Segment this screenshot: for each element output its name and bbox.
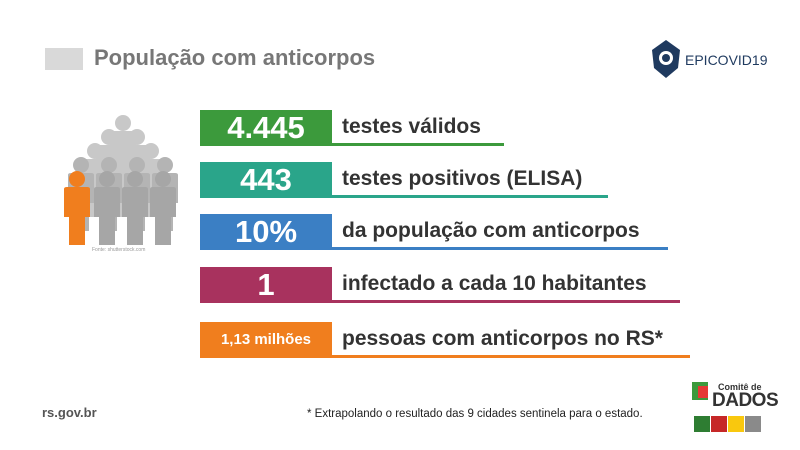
- title: População com anticorpos: [94, 45, 376, 70]
- stat-value: 443: [200, 162, 332, 198]
- footer-logo-line: DADOS: [712, 390, 779, 411]
- stat-label: da população com anticorpos: [332, 214, 668, 250]
- footer-site: rs.gov.br: [42, 405, 97, 420]
- stat-label: testes positivos (ELISA): [332, 162, 608, 198]
- logo-icon: [652, 40, 680, 78]
- stat-value: 1,13 milhões: [200, 322, 332, 358]
- stat-label: testes válidos: [332, 110, 504, 146]
- logo-text: EPICOVID19: [685, 52, 768, 68]
- image-credit: Fonte: shutterstock.com: [92, 247, 146, 253]
- footer-note: * Extrapolando o resultado das 9 cidades…: [307, 408, 643, 420]
- footer-logo: [692, 382, 761, 432]
- stat-label: infectado a cada 10 habitantes: [332, 267, 680, 303]
- stat-value: 4.445: [200, 110, 332, 146]
- stat-label: pessoas com anticorpos no RS*: [332, 322, 690, 358]
- stat-value: 10%: [200, 214, 332, 250]
- people-illustration: [64, 115, 178, 245]
- title-marker: [45, 48, 83, 70]
- stat-value: 1: [200, 267, 332, 303]
- footer-logo-line: Comitê de: [718, 382, 762, 392]
